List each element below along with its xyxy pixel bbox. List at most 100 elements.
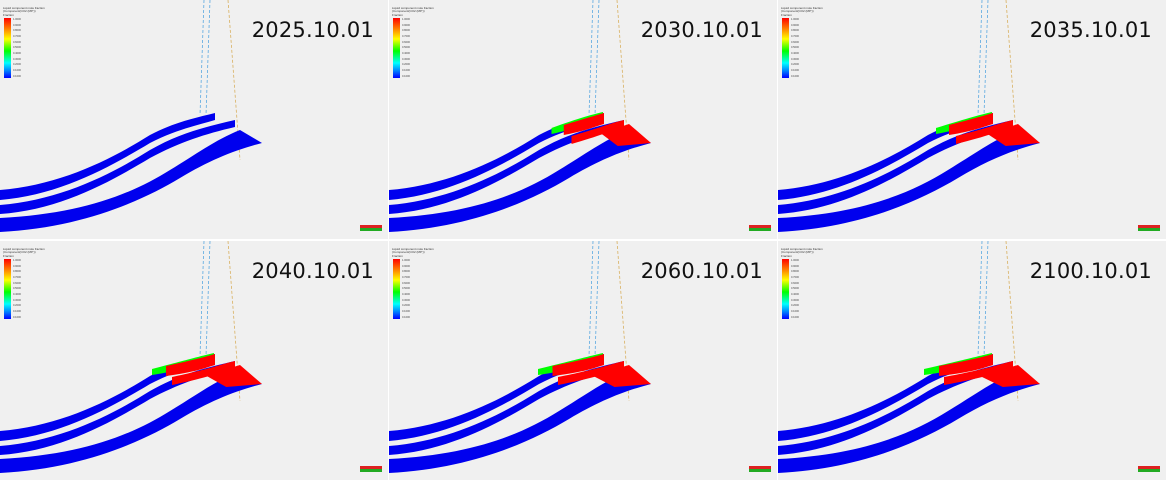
legend-colorbar [782, 258, 789, 319]
legend-title-3: Fraction [781, 253, 792, 258]
legend-colorbar [393, 258, 400, 319]
co2-plume [924, 353, 1040, 387]
legend-tick-label: 0.4000 [13, 293, 21, 297]
legend-title-1: Liquid component mole fraction [3, 247, 45, 251]
legend-tick-label: 1.0000 [791, 258, 799, 262]
legend-tick-label: 0.1000 [13, 310, 21, 314]
simulation-panel: Liquid component mole fraction (Componen… [389, 241, 777, 480]
axis-indicator [749, 466, 771, 472]
color-legend: Liquid component mole fraction (Componen… [392, 247, 452, 319]
reservoir-view [778, 0, 1040, 232]
legend-colorbar [4, 17, 11, 78]
legend-tick-label: 0.9000 [402, 23, 410, 27]
legend-tick-label: 0.8000 [13, 29, 21, 33]
legend-title-1: Liquid component mole fraction [781, 6, 823, 10]
legend-title-1: Liquid component mole fraction [392, 6, 434, 10]
legend-title-3: Fraction [392, 12, 403, 17]
legend-tick-label: 0.8000 [791, 270, 799, 274]
reservoir-view [389, 241, 651, 473]
legend-tick-label: 0.7000 [402, 34, 410, 38]
co2-plume [538, 353, 651, 387]
axis-indicator [1138, 466, 1160, 472]
simulation-panel: Liquid component mole fraction (Componen… [0, 0, 388, 239]
legend-tick-label: 0.1000 [402, 310, 410, 314]
legend-tick-label: 0.5000 [791, 46, 799, 50]
legend-tick-label: 0.1000 [791, 69, 799, 73]
legend-title-3: Fraction [392, 253, 403, 258]
legend-title-2: (Component(CO2 (MP')) [392, 9, 425, 14]
legend-tick-label: 1.0000 [791, 17, 799, 21]
plume-middle [944, 361, 1013, 385]
legend-tick-label: 1.0000 [13, 258, 21, 262]
date-label: 2060.10.01 [640, 259, 763, 283]
legend-tick-label: 0.9000 [791, 23, 799, 27]
legend-tick-label: 0.3000 [791, 57, 799, 61]
legend-tick-label: 0.5000 [13, 46, 21, 50]
reservoir-view [0, 0, 262, 232]
legend-tick-label: 0.6000 [791, 281, 799, 285]
co2-plume [551, 112, 651, 146]
legend-tick-label: 0.7000 [791, 34, 799, 38]
legend-tick-label: 0.7000 [13, 34, 21, 38]
legend-tick-label: 0.4000 [13, 52, 21, 56]
legend-colorbar [393, 17, 400, 78]
plume-upper [563, 113, 604, 135]
plume-lower [205, 365, 262, 387]
legend-tick-label: 0.4000 [402, 293, 410, 297]
legend-tick-label: 0.6000 [402, 40, 410, 44]
legend-title-3: Fraction [3, 12, 14, 17]
legend-tick-label: 0.3000 [791, 298, 799, 302]
legend-tick-label: 0.7000 [13, 275, 21, 279]
reservoir-view [0, 241, 262, 473]
axis-indicator [360, 225, 382, 231]
legend-title-2: (Component(CO2 (MP')) [3, 250, 36, 255]
legend-title-2: (Component(CO2 (MP')) [3, 9, 36, 14]
legend-tick-label: 0.8000 [791, 29, 799, 33]
date-label: 2030.10.01 [640, 18, 763, 42]
legend-tick-label: 1.0000 [13, 17, 21, 21]
plume-middle [571, 120, 624, 144]
legend-tick-label: 0.7000 [791, 275, 799, 279]
co2-plume [936, 112, 1040, 146]
legend-tick-label: 0.8000 [13, 270, 21, 274]
legend-tick-label: 0.9000 [791, 264, 799, 268]
date-label: 2100.10.01 [1029, 259, 1152, 283]
color-legend: Liquid component mole fraction (Componen… [781, 6, 841, 78]
legend-tick-label: 0.2000 [13, 304, 21, 308]
legend-tick-label: 0.2000 [402, 63, 410, 67]
legend-title-3: Fraction [3, 253, 14, 258]
legend-tick-label: 0.2000 [402, 304, 410, 308]
simulation-panel: Liquid component mole fraction (Componen… [778, 241, 1166, 480]
legend-tick-label: 0.2000 [791, 63, 799, 67]
legend-tick-label: 0.1000 [13, 315, 21, 319]
plume-middle [956, 120, 1013, 144]
legend-tick-label: 0.8000 [402, 29, 410, 33]
legend-tick-label: 0.4000 [791, 52, 799, 56]
date-label: 2035.10.01 [1029, 18, 1152, 42]
reservoir-view [778, 241, 1040, 473]
legend-colorbar [4, 258, 11, 319]
legend-tick-label: 0.2000 [13, 63, 21, 67]
legend-colorbar [782, 17, 789, 78]
legend-tick-label: 0.9000 [402, 264, 410, 268]
axis-indicator [749, 225, 771, 231]
reservoir-view [389, 0, 651, 232]
color-legend: Liquid component mole fraction (Componen… [3, 6, 63, 78]
legend-tick-label: 0.1000 [402, 315, 410, 319]
legend-tick-label: 0.5000 [402, 46, 410, 50]
axis-indicator [1138, 225, 1160, 231]
legend-title-1: Liquid component mole fraction [3, 6, 45, 10]
legend-tick-label: 0.1000 [791, 310, 799, 314]
legend-title-2: (Component(CO2 (MP')) [392, 250, 425, 255]
legend-tick-label: 0.3000 [402, 298, 410, 302]
plume-upper [552, 354, 604, 376]
color-legend: Liquid component mole fraction (Componen… [3, 247, 63, 319]
legend-tick-label: 0.6000 [13, 281, 21, 285]
legend-tick-label: 0.3000 [13, 57, 21, 61]
simulation-panel: Liquid component mole fraction (Componen… [778, 0, 1166, 239]
legend-tick-label: 0.5000 [791, 287, 799, 291]
legend-tick-label: 0.3000 [13, 298, 21, 302]
plume-lower [592, 365, 651, 387]
legend-tick-label: 0.4000 [791, 293, 799, 297]
